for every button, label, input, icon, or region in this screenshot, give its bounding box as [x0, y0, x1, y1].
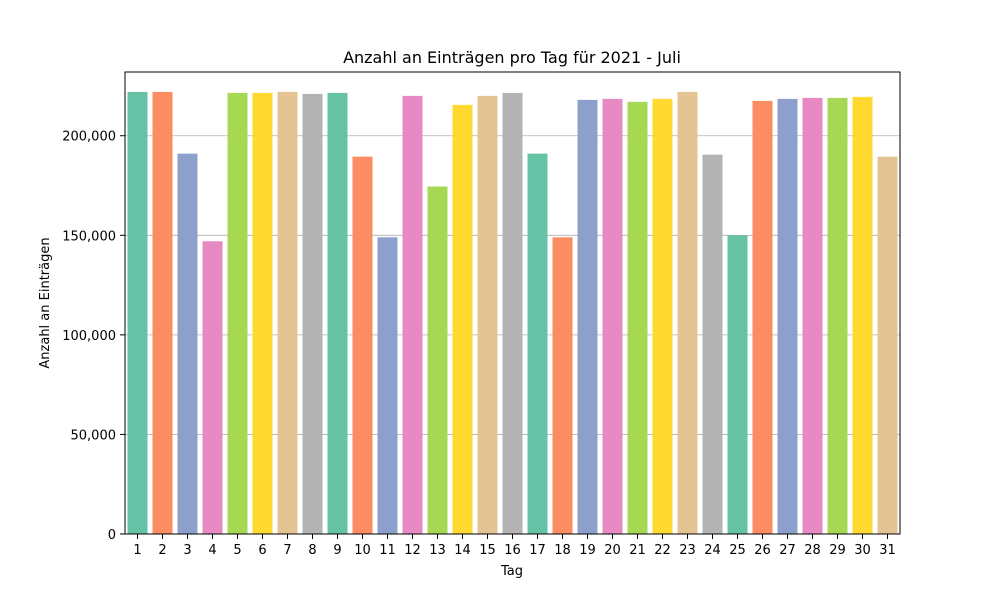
chart-title: Anzahl an Einträgen pro Tag für 2021 - J…	[343, 48, 681, 67]
x-tick-label: 24	[704, 543, 721, 558]
bar	[177, 153, 198, 534]
x-tick-label: 14	[454, 543, 471, 558]
x-tick-label: 19	[579, 543, 596, 558]
x-tick-label: 2	[158, 543, 166, 558]
bar	[152, 91, 173, 535]
bar	[752, 100, 773, 534]
x-tick-label: 21	[629, 543, 646, 558]
bar	[677, 91, 698, 535]
x-tick-label: 15	[479, 543, 496, 558]
x-tick-label: 13	[429, 543, 446, 558]
bar	[627, 101, 648, 534]
bar	[502, 92, 523, 534]
bar	[877, 156, 898, 535]
x-tick-label: 11	[379, 543, 396, 558]
x-tick-label: 8	[308, 543, 316, 558]
bar	[377, 237, 398, 534]
y-tick-label: 150,000	[62, 229, 116, 244]
bar	[477, 95, 498, 535]
bar	[127, 91, 148, 535]
x-tick-label: 6	[258, 543, 266, 558]
bar	[727, 235, 748, 535]
y-tick-label: 200,000	[62, 130, 116, 145]
x-tick-label: 4	[208, 543, 216, 558]
x-tick-label: 9	[333, 543, 341, 558]
x-tick-label: 25	[729, 543, 746, 558]
x-tick-label: 12	[404, 543, 421, 558]
x-tick-label: 28	[804, 543, 821, 558]
bars	[127, 91, 898, 535]
x-tick-label: 3	[183, 543, 191, 558]
bar	[552, 237, 573, 534]
bar	[302, 93, 323, 534]
bar	[577, 99, 598, 535]
bar	[252, 92, 273, 534]
x-tick-label: 30	[854, 543, 871, 558]
x-tick-label: 16	[504, 543, 521, 558]
bar	[652, 98, 673, 535]
x-tick-label: 20	[604, 543, 621, 558]
x-tick-label: 27	[779, 543, 796, 558]
x-tick-label: 17	[529, 543, 546, 558]
bar	[802, 97, 823, 534]
x-tick-label: 29	[829, 543, 846, 558]
y-tick-label: 50,000	[71, 428, 117, 443]
bar	[427, 186, 448, 534]
x-tick-label: 5	[233, 543, 241, 558]
bar	[327, 92, 348, 534]
y-axis-label: Anzahl an Einträgen	[38, 237, 53, 368]
bar	[352, 156, 373, 535]
x-axis: 1 2 3 4 5 6 7 8 9 10 11 12 13 14 15 16 17 18 19 20 21 22 23 24 2…	[133, 534, 896, 558]
y-tick-label: 100,000	[62, 329, 116, 344]
bar	[852, 96, 873, 534]
bar	[827, 97, 848, 534]
x-tick-label: 26	[754, 543, 771, 558]
x-tick-label: 18	[554, 543, 571, 558]
bar	[702, 154, 723, 534]
bar	[527, 153, 548, 534]
bar	[277, 91, 298, 535]
bar	[227, 92, 248, 534]
x-tick-label: 31	[879, 543, 896, 558]
x-tick-label: 1	[133, 543, 141, 558]
bar	[402, 95, 423, 535]
y-tick-label: 0	[108, 528, 116, 543]
y-axis: 0 50,000 100,000 150,000 200,000	[62, 130, 125, 543]
x-tick-label: 23	[679, 543, 696, 558]
bar	[602, 98, 623, 535]
x-tick-label: 22	[654, 543, 671, 558]
x-tick-label: 7	[283, 543, 291, 558]
bar	[452, 104, 473, 534]
bar	[202, 241, 223, 534]
x-axis-label: Tag	[500, 564, 523, 579]
x-tick-label: 10	[354, 543, 371, 558]
bar	[777, 98, 798, 535]
